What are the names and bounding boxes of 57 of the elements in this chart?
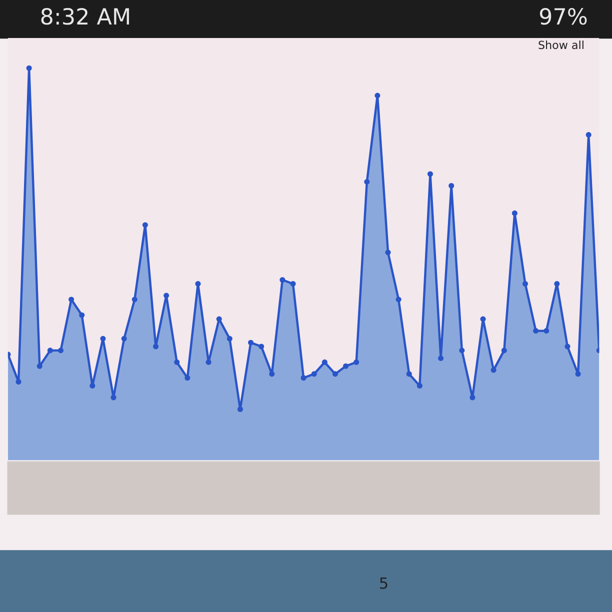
point [258, 344, 264, 350]
text: 8:32 AM [41, 8, 129, 25]
point [184, 375, 190, 381]
point [300, 375, 306, 381]
point [586, 132, 592, 138]
point [226, 336, 232, 342]
point [533, 328, 539, 334]
point [79, 312, 85, 318]
point [206, 359, 212, 365]
point [164, 292, 170, 298]
point [290, 281, 296, 287]
point [36, 363, 42, 369]
text: Show all [538, 40, 584, 50]
point [427, 171, 434, 177]
point [490, 367, 496, 373]
point [385, 250, 391, 256]
point [174, 359, 180, 365]
point [322, 359, 328, 365]
point [311, 371, 317, 377]
point [554, 281, 560, 287]
point [438, 356, 444, 362]
point [100, 336, 106, 342]
point [195, 281, 201, 287]
point [216, 316, 222, 322]
point [354, 359, 360, 365]
point [110, 394, 116, 400]
point [575, 371, 581, 377]
point [132, 296, 138, 302]
point [68, 296, 74, 302]
point [522, 281, 528, 287]
point [448, 182, 454, 189]
point [248, 340, 254, 346]
point [374, 92, 380, 98]
text: 5 [380, 578, 388, 589]
point [332, 371, 338, 377]
point [343, 363, 349, 369]
point [564, 344, 570, 350]
text: 97% [540, 8, 587, 25]
point [406, 371, 412, 377]
point [459, 348, 465, 354]
point [280, 277, 286, 283]
point [121, 336, 127, 342]
point [364, 179, 370, 185]
point [416, 382, 422, 389]
point [269, 371, 275, 377]
point [544, 328, 550, 334]
point [512, 210, 518, 216]
point [26, 65, 32, 71]
point [142, 222, 148, 228]
point [58, 348, 64, 354]
point [152, 344, 159, 350]
point [501, 348, 507, 354]
point [47, 348, 53, 354]
point [16, 379, 22, 385]
point [470, 394, 476, 400]
point [480, 316, 486, 322]
point [396, 296, 402, 302]
